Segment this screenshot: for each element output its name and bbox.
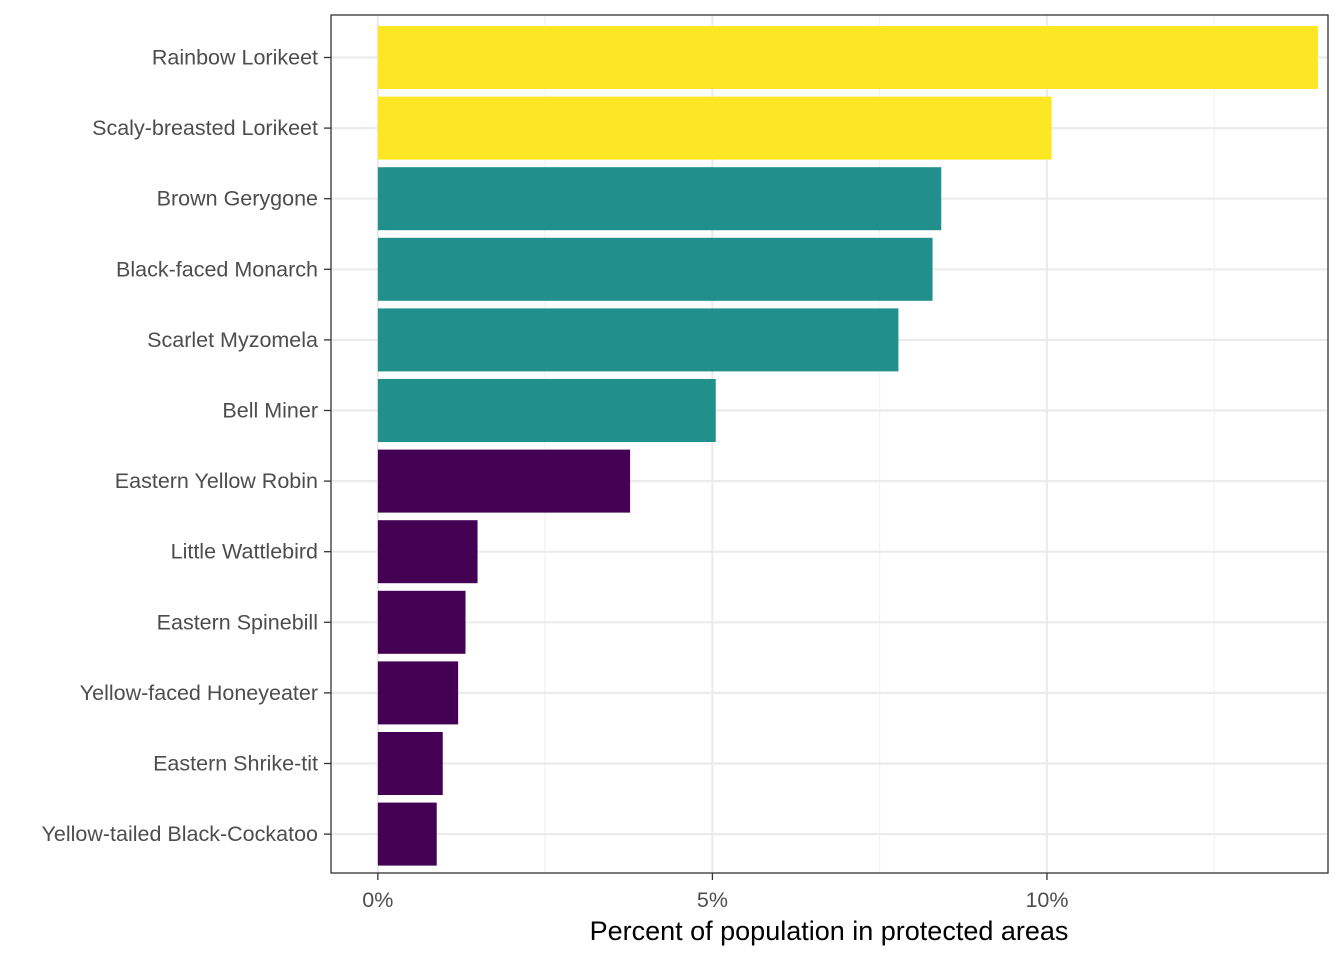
bars	[377, 26, 1318, 866]
x-axis-title: Percent of population in protected areas	[590, 916, 1069, 946]
y-axis: Rainbow Lorikeet Scaly-breasted Lorikeet B…	[42, 46, 331, 846]
bar-yellow-tailed-black-cockatoo	[377, 802, 437, 866]
y-tick-label: Rainbow Lorikeet	[152, 46, 318, 70]
y-tick-label: Little Wattlebird	[171, 540, 318, 564]
y-tick-label: Brown Gerygone	[157, 187, 318, 211]
bar-rainbow-lorikeet	[377, 26, 1318, 89]
x-tick-label: 10%	[1025, 888, 1068, 912]
x-axis: 0% 5% 10%	[362, 873, 1068, 912]
y-tick-label: Eastern Shrike-tit	[153, 752, 318, 776]
bar-scaly-breasted-lorikeet	[377, 96, 1052, 160]
bar-brown-gerygone	[377, 167, 942, 231]
y-tick-label: Scarlet Myzomela	[147, 328, 318, 352]
x-tick-label: 0%	[362, 888, 393, 912]
bar-scarlet-myzomela	[377, 308, 899, 372]
bar-eastern-spinebill	[377, 590, 466, 654]
bar-little-wattlebird	[377, 520, 478, 584]
bar-eastern-yellow-robin	[377, 449, 631, 513]
y-tick-label: Bell Miner	[222, 399, 318, 423]
bar-eastern-shrike-tit	[377, 732, 443, 795]
x-tick-label: 5%	[697, 888, 728, 912]
y-tick-label: Black-faced Monarch	[116, 257, 318, 281]
y-tick-label: Scaly-breasted Lorikeet	[92, 116, 318, 140]
y-tick-label: Yellow-faced Honeyeater	[80, 681, 318, 705]
bar-bell-miner	[377, 379, 716, 442]
y-tick-label: Eastern Spinebill	[157, 610, 318, 634]
bar-yellow-faced-honeyeater	[377, 661, 459, 725]
y-tick-label: Eastern Yellow Robin	[115, 469, 318, 493]
bar-black-faced-monarch	[377, 237, 933, 301]
y-tick-label: Yellow-tailed Black-Cockatoo	[42, 822, 318, 846]
panel-border	[330, 14, 1329, 874]
